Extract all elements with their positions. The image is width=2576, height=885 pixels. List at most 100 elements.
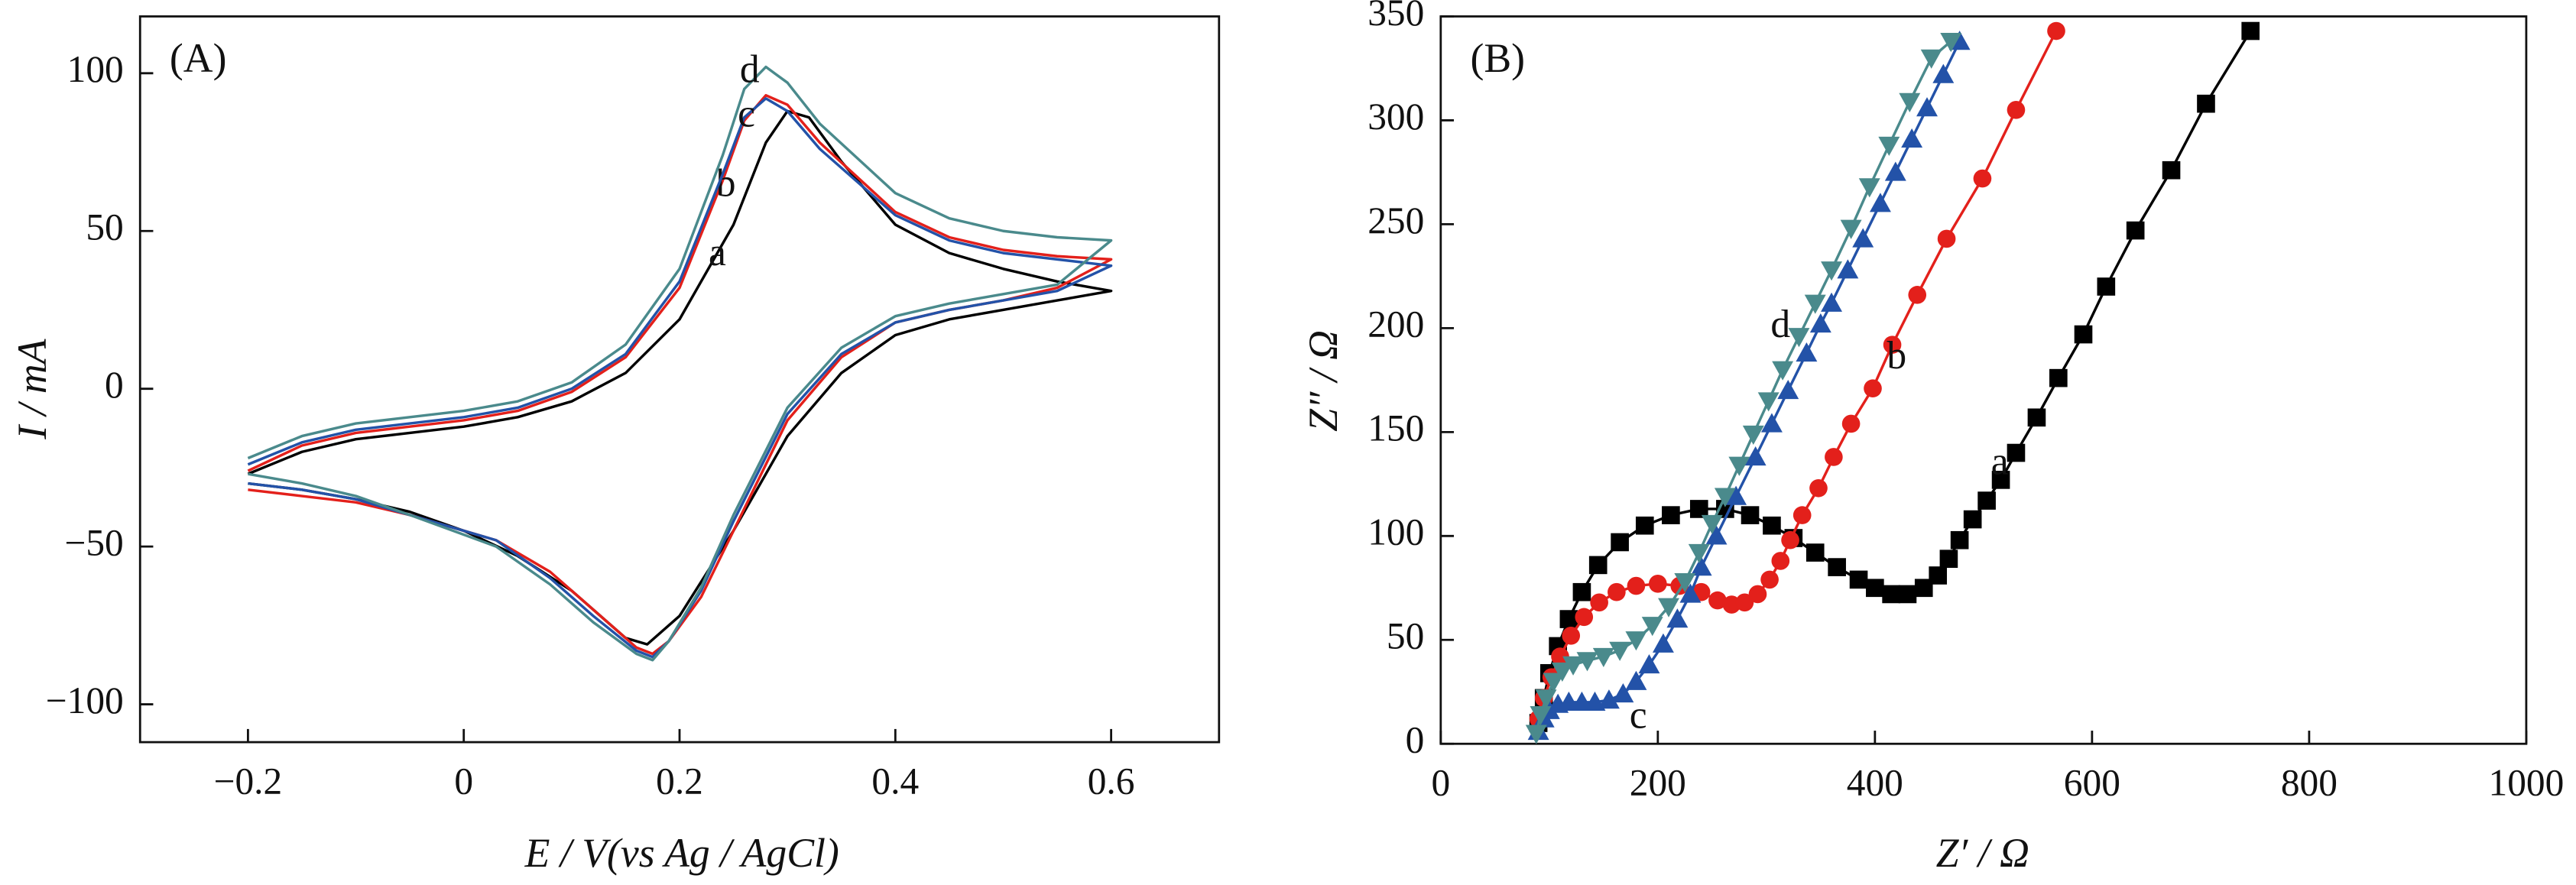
marker [1760, 570, 1779, 589]
marker [1991, 471, 2010, 489]
series-label: d [740, 48, 760, 92]
marker [1679, 583, 1702, 603]
marker [1689, 500, 1708, 518]
marker [1598, 689, 1620, 709]
marker [2126, 221, 2145, 240]
marker [1575, 608, 1594, 627]
marker [1772, 361, 1794, 381]
marker [1744, 446, 1767, 466]
marker [1977, 491, 1996, 510]
marker [1901, 128, 1923, 148]
marker [1652, 633, 1674, 653]
marker [1649, 575, 1667, 593]
marker [1625, 670, 1647, 690]
marker [1937, 229, 1956, 248]
marker [1916, 97, 1938, 117]
chart-panel: 0 200 400 600 800 1000 0 50 100 150 200 250 300 350 (B… [1300, 0, 2564, 876]
x-tick-label: 1000 [2489, 761, 2565, 803]
x-tick-label: 800 [2281, 761, 2338, 803]
marker [1899, 92, 1921, 112]
series-line [247, 97, 1113, 659]
marker [1612, 683, 1634, 703]
marker [1742, 425, 1764, 446]
marker [2007, 443, 2026, 462]
marker [1757, 392, 1780, 412]
marker [2197, 94, 2215, 113]
marker [1792, 506, 1812, 524]
marker [1821, 261, 1843, 281]
marker [2097, 277, 2116, 296]
marker [1809, 313, 1831, 333]
marker [2074, 325, 2093, 344]
marker [1592, 647, 1614, 667]
marker [1609, 641, 1631, 661]
marker [1635, 516, 1654, 535]
marker [1705, 525, 1728, 545]
y-tick-label: 50 [1387, 615, 1424, 657]
marker [1932, 63, 1955, 83]
marker [1837, 259, 1859, 279]
panel-label: (A) [170, 35, 227, 81]
y-tick-label: 100 [1367, 511, 1424, 553]
x-tick-label: 0.4 [871, 760, 919, 802]
marker [1849, 570, 1868, 589]
x-tick-label: 200 [1630, 761, 1686, 803]
marker [1828, 558, 1846, 576]
x-tick-label: 400 [1847, 761, 1903, 803]
series-line [247, 93, 1113, 656]
y-tick-label: 0 [1406, 719, 1425, 761]
series-label: a [709, 231, 726, 274]
series-label: c [738, 92, 755, 135]
marker [1728, 456, 1750, 476]
marker [1973, 169, 1992, 188]
marker [1641, 617, 1663, 637]
marker [1825, 448, 1843, 466]
y-tick-label: 100 [67, 48, 124, 90]
marker [1852, 228, 1874, 248]
marker [1883, 336, 1902, 354]
marker [1898, 585, 1917, 604]
marker [2162, 160, 2181, 180]
marker [1611, 533, 1629, 552]
marker [1559, 610, 1578, 628]
series-label: c [1630, 693, 1647, 737]
marker [1920, 49, 1942, 69]
plot-frame [138, 15, 1221, 744]
marker [1735, 593, 1754, 612]
series-label: a [1991, 440, 2009, 484]
y-tick-label: −50 [64, 521, 123, 563]
y-tick-label: −100 [46, 679, 124, 721]
marker [1878, 136, 1900, 157]
marker [1939, 549, 1958, 569]
marker [1840, 219, 1862, 239]
marker [1543, 673, 1565, 692]
marker [1963, 510, 1982, 529]
marker [2007, 101, 2026, 119]
marker [1777, 379, 1799, 400]
y-tick-label: 300 [1367, 96, 1424, 138]
x-axis-label: E / V(vs Ag / AgCl) [524, 830, 839, 876]
marker [1869, 193, 1891, 212]
y-tick-label: 350 [1367, 0, 1424, 34]
y-tick-label: 150 [1367, 407, 1424, 449]
marker [1796, 342, 1818, 362]
marker [1608, 582, 1626, 601]
marker [1841, 414, 1861, 433]
chart-panel: −0.2 0 0.2 0.4 0.6 −100 −50 0 50 100 (A) E / V(vs A… [9, 15, 1221, 876]
panel-label: (B) [1470, 35, 1525, 81]
x-tick-label: 0 [1431, 761, 1450, 803]
marker [1562, 627, 1581, 645]
y-tick-label: 200 [1367, 303, 1424, 345]
marker [1929, 566, 1948, 585]
marker [1688, 543, 1710, 564]
marker [1530, 705, 1552, 726]
marker [1638, 653, 1660, 674]
marker [1572, 582, 1591, 601]
marker [1805, 543, 1825, 562]
series-label: d [1770, 303, 1790, 346]
y-tick-label: 250 [1367, 199, 1424, 242]
x-tick-label: −0.2 [214, 760, 283, 802]
x-tick-label: 600 [2064, 761, 2120, 803]
marker [1884, 161, 1906, 181]
marker [1858, 178, 1880, 198]
